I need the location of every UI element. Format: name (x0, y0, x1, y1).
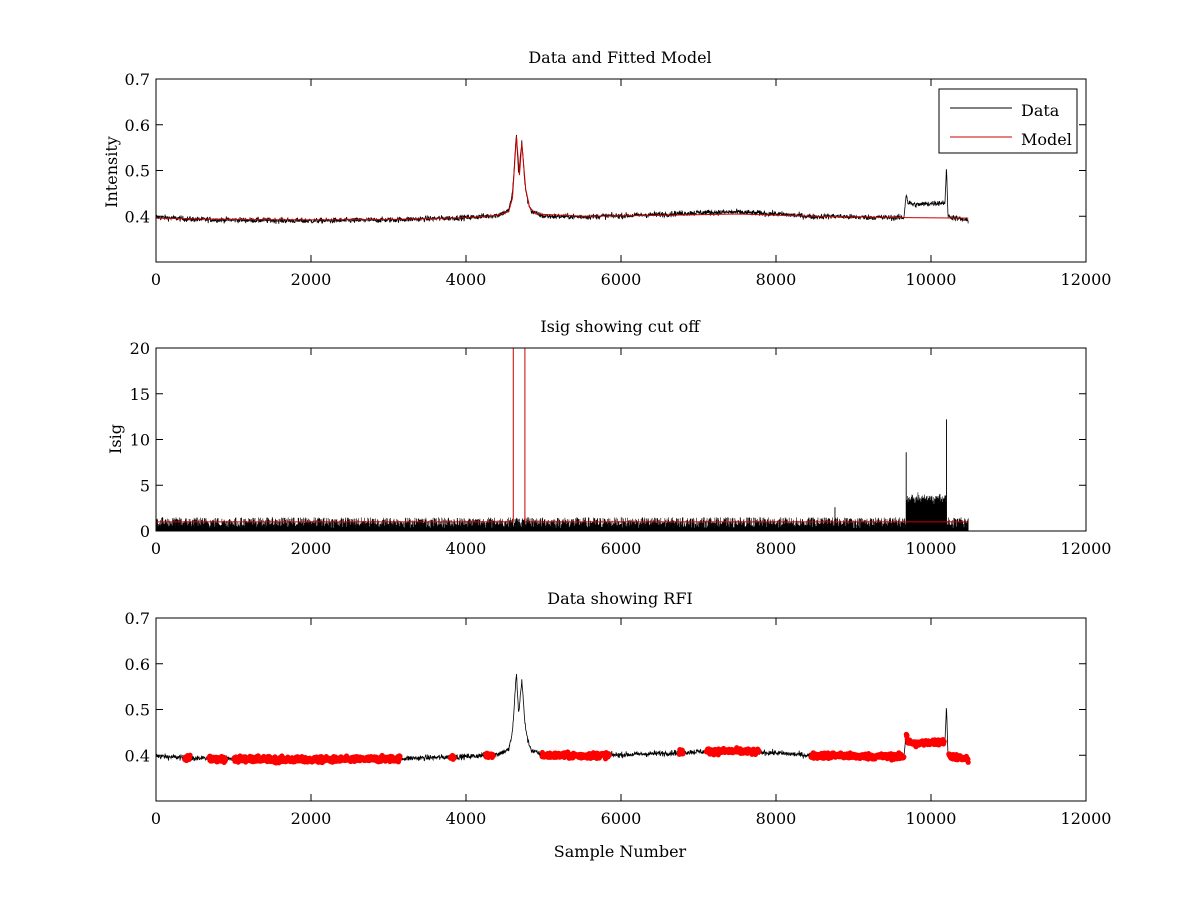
legend: Data Model (938, 88, 1078, 154)
plot-title: Data and Fitted Model (528, 48, 711, 67)
y-tick-label: 0.4 (125, 746, 150, 765)
y-tick-label: 0 (140, 522, 150, 541)
x-tick-label: 0 (151, 809, 161, 828)
x-tick-label: 0 (151, 539, 161, 558)
y-tick-label: 0.5 (125, 701, 150, 720)
y-axis-label: Isig (106, 424, 125, 454)
subplot-isig-cutoff: Isig showing cut off Isig 0 2000 4000 6000 8… (106, 317, 1111, 558)
isig-series-line (155, 419, 969, 531)
x-tick-label: 2000 (291, 270, 332, 289)
plot-data-layer (155, 134, 969, 224)
rfi-marker (187, 752, 193, 758)
rfi-marker (223, 757, 229, 763)
rfi-marker (490, 753, 496, 759)
model-series-line (155, 136, 969, 221)
rfi-marker (941, 738, 947, 745)
x-tick-label: 4000 (446, 809, 487, 828)
y-tick-label: 0.7 (125, 70, 150, 89)
x-tick-label: 10000 (906, 809, 957, 828)
x-tick-label: 4000 (446, 539, 487, 558)
axis-ticks: 0 2000 4000 6000 8000 10000 12000 0.4 0.5 0.6 0.7 (125, 70, 1112, 289)
x-tick-label: 10000 (906, 270, 957, 289)
x-tick-label: 6000 (601, 539, 642, 558)
y-axis-label: Intensity (102, 136, 121, 208)
x-tick-label: 0 (151, 270, 161, 289)
axis-ticks: 0 2000 4000 6000 8000 10000 12000 0 5 10 15 20 (130, 339, 1112, 558)
rfi-marker (901, 754, 907, 760)
rfi-marker (965, 759, 971, 765)
x-tick-label: 12000 (1061, 270, 1112, 289)
rfi-marker (756, 749, 762, 755)
y-tick-label: 0.6 (125, 116, 150, 135)
cutoff-series-line (156, 347, 969, 523)
y-tick-label: 0.5 (125, 162, 150, 181)
x-tick-label: 8000 (756, 809, 797, 828)
x-tick-label: 2000 (291, 809, 332, 828)
x-tick-label: 8000 (756, 270, 797, 289)
axis-ticks: 0 2000 4000 6000 8000 10000 12000 0.4 0.5 0.6 0.7 (125, 609, 1112, 828)
plot-title: Data showing RFI (547, 589, 692, 608)
y-tick-label: 5 (140, 476, 150, 495)
y-tick-label: 0.6 (125, 655, 150, 674)
legend-box (938, 88, 1078, 154)
subplot-rfi: Data showing RFI 0 2000 4000 6000 8000 10000 1… (125, 589, 1112, 861)
x-tick-label: 8000 (756, 539, 797, 558)
x-tick-label: 2000 (291, 539, 332, 558)
y-tick-label: 10 (130, 431, 150, 450)
rfi-marker (606, 752, 612, 758)
data-series-line (155, 134, 969, 224)
y-tick-label: 0.4 (125, 207, 150, 226)
x-tick-label: 4000 (446, 270, 487, 289)
rfi-markers (182, 731, 971, 766)
rfi-marker (397, 753, 403, 759)
x-tick-label: 12000 (1061, 809, 1112, 828)
x-tick-label: 6000 (601, 270, 642, 289)
rfi-marker (451, 755, 457, 761)
y-tick-label: 20 (130, 339, 150, 358)
subplot-intensity-model: Data and Fitted Model Intensity 0 2000 400… (102, 48, 1111, 289)
x-tick-label: 10000 (906, 539, 957, 558)
rfi-data-line (155, 673, 969, 763)
y-tick-label: 15 (130, 385, 150, 404)
plot-title: Isig showing cut off (540, 317, 701, 336)
x-tick-label: 12000 (1061, 539, 1112, 558)
x-tick-label: 6000 (601, 809, 642, 828)
rfi-marker (680, 751, 686, 757)
y-tick-label: 0.7 (125, 609, 150, 628)
legend-label-data: Data (1021, 101, 1060, 120)
rfi-marker (904, 732, 910, 739)
x-axis-label: Sample Number (554, 842, 687, 861)
plot-data-layer (155, 347, 969, 531)
plot-data-layer (155, 673, 971, 766)
legend-label-model: Model (1021, 130, 1072, 149)
